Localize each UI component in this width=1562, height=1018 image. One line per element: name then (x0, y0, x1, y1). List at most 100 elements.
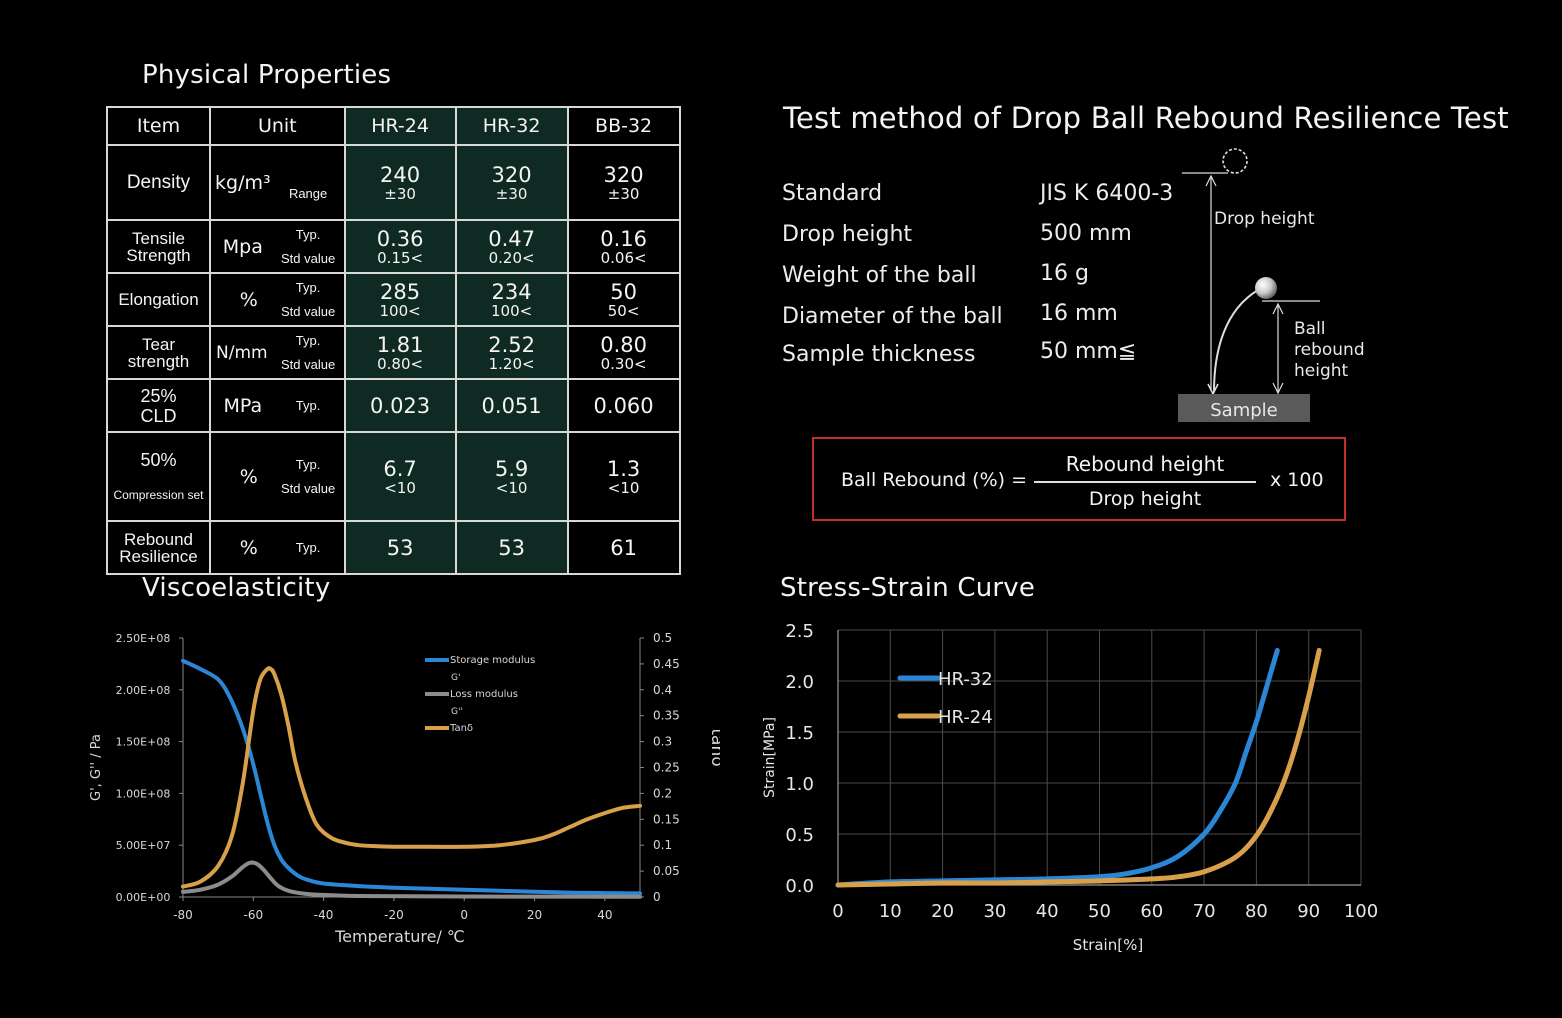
stress-strain-chart: 0 10 20 30 40 50 60 70 80 90 100 0.0 0.5 1.0 1.5 2.0 2.5… (762, 621, 1378, 954)
cell-hr24: 285 100< (343, 272, 457, 327)
rebound-trajectory (1213, 289, 1259, 393)
row-sub: Typ. Std value (270, 272, 346, 327)
y-tick-label: 2.00E+08 (116, 684, 171, 697)
cell-bb32: 61 (566, 520, 681, 575)
drop-arrow-head-icon (1205, 174, 1217, 187)
trajectory-arrow-icon (1207, 383, 1219, 396)
y-tick-label: 0.5 (785, 825, 814, 846)
x-tick-label: 60 (1140, 901, 1163, 922)
row-item: Rebound Resilience (106, 520, 211, 575)
formula-numerator: Rebound height (1065, 452, 1225, 476)
row-unit: kg/m³ (209, 144, 271, 221)
diagram-drop-height-label: Drop height (1214, 209, 1315, 229)
legend-label: HR-24 (938, 707, 993, 728)
y2-axis-label: tanδ (707, 728, 720, 766)
y2-tick-label: 0.4 (653, 683, 672, 697)
cell-hr24: 1.81 0.80< (343, 325, 457, 380)
header-unit: Unit (209, 106, 346, 146)
y-tick-label: 1.00E+08 (116, 787, 171, 800)
x-tick-label: 20 (527, 908, 542, 922)
header-hr24: HR-24 (343, 106, 457, 146)
cell-bb32: 0.060 (566, 378, 681, 433)
y-tick-label: 1.50E+08 (116, 736, 171, 749)
physical-properties-table: Item Unit HR-24 HR-32 BB-32 Density kg/m… (106, 106, 681, 575)
row-item: Tear strength (106, 325, 211, 380)
cell-hr24: 53 (343, 520, 457, 575)
y-tick-label: 1.5 (785, 723, 814, 744)
legend-label: HR-32 (938, 669, 993, 690)
x-tick-label: 100 (1344, 901, 1378, 922)
y2-tick-label: 0.3 (653, 735, 672, 749)
table-header-row: Item Unit HR-24 HR-32 BB-32 (106, 106, 681, 146)
x-tick-label: 20 (931, 901, 954, 922)
row-sub: Typ. (270, 520, 346, 575)
legend-label: Loss modulus (450, 689, 518, 700)
header-bb32: BB-32 (566, 106, 681, 146)
sample-block (1178, 394, 1310, 422)
y-tick-label: 1.0 (785, 774, 814, 795)
cell-hr32: 0.051 (454, 378, 569, 433)
series-line-hr-32 (835, 647, 1280, 888)
formula-multiplier: x 100 (1270, 469, 1324, 491)
header-hr32: HR-32 (454, 106, 569, 146)
series-line-loss-modulus (181, 860, 642, 899)
legend-sublabel: G' (451, 673, 460, 683)
x-tick-label: 70 (1193, 901, 1216, 922)
series-line-hr-24 (835, 647, 1322, 888)
viscoelasticity-chart: 0.00E+00 5.00E+07 1.00E+08 1.50E+08 2.00E+08… (89, 631, 720, 946)
series-line-storage-modulus (181, 658, 642, 896)
viscoelasticity-title: Viscoelasticity (142, 573, 331, 603)
cell-bb32: 50 50< (566, 272, 681, 327)
y2-tick-label: 0.5 (653, 631, 672, 645)
formula-denominator: Drop height (1088, 488, 1202, 510)
cell-hr32: 53 (454, 520, 569, 575)
row-unit: % (209, 431, 271, 522)
x-tick-label: -40 (314, 908, 334, 922)
y-axis-label: Strain[MPa] (762, 717, 778, 798)
rebound-arrow-up-icon (1272, 302, 1284, 315)
table-row: Elongation % Typ. Std value 285 100< 234 1… (106, 272, 681, 327)
test-method-title: Test method of Drop Ball Rebound Resilie… (783, 101, 1509, 135)
spec-value-ball-weight: 16 g (1040, 261, 1089, 286)
spec-label-standard: Standard (782, 181, 883, 206)
y-tick-label: 2.50E+08 (116, 632, 171, 645)
dropped-ball-outline (1222, 148, 1248, 174)
row-item: Elongation (106, 272, 211, 327)
x-tick-label: 80 (1245, 901, 1268, 922)
x-tick-label: 30 (983, 901, 1006, 922)
x-tick-label: 90 (1297, 901, 1320, 922)
y2-tick-label: 0.2 (653, 786, 672, 800)
row-sub: Typ. (270, 378, 346, 433)
spec-label-sample-thickness: Sample thickness (782, 342, 976, 367)
cell-hr32: 5.9 <10 (454, 431, 569, 522)
x-axis-label: Temperature/ ℃ (334, 927, 465, 946)
spec-value-sample-thickness: 50 mm≦ (1040, 339, 1137, 364)
table-row: Density kg/m³ Range 240 ±30 320 ±30 320 ±30 (106, 144, 681, 221)
rebound-formula-box: Ball Rebound (%) = Rebound height Drop h… (812, 437, 1346, 521)
cell-hr24: 0.36 0.15< (343, 219, 457, 274)
x-tick-label: 0 (832, 901, 843, 922)
row-item-small: Compression set (113, 488, 204, 502)
spec-label-ball-diameter: Diameter of the ball (782, 304, 1003, 329)
row-sub: Typ. Std value (270, 219, 346, 274)
row-item-main: 50% (140, 450, 177, 470)
cell-bb32: 1.3 <10 (566, 431, 681, 522)
y2-tick-label: 0 (653, 890, 661, 904)
cell-hr32: 2.52 1.20< (454, 325, 569, 380)
x-tick-label: -20 (384, 908, 404, 922)
cell-hr32: 0.47 0.20< (454, 219, 569, 274)
x-axis-label: Strain[%] (1073, 936, 1143, 954)
y-tick-label: 5.00E+07 (116, 839, 171, 852)
spec-label-ball-weight: Weight of the ball (782, 263, 977, 288)
y2-tick-label: 0.1 (653, 838, 672, 852)
y-tick-label: 0.00E+00 (116, 891, 171, 904)
row-unit: Mpa (209, 219, 271, 274)
x-tick-label: 0 (460, 908, 468, 922)
row-item: Tensile Strength (106, 219, 211, 274)
table-row: 25% CLD MPa Typ. 0.023 0.051 0.060 (106, 378, 681, 433)
cell-hr32: 320 ±30 (454, 144, 569, 221)
formula-lhs: Ball Rebound (%) = (841, 469, 1028, 491)
rebound-ball-icon (1255, 277, 1277, 299)
drop-ball-diagram (1178, 148, 1320, 422)
x-tick-label: -80 (173, 908, 193, 922)
